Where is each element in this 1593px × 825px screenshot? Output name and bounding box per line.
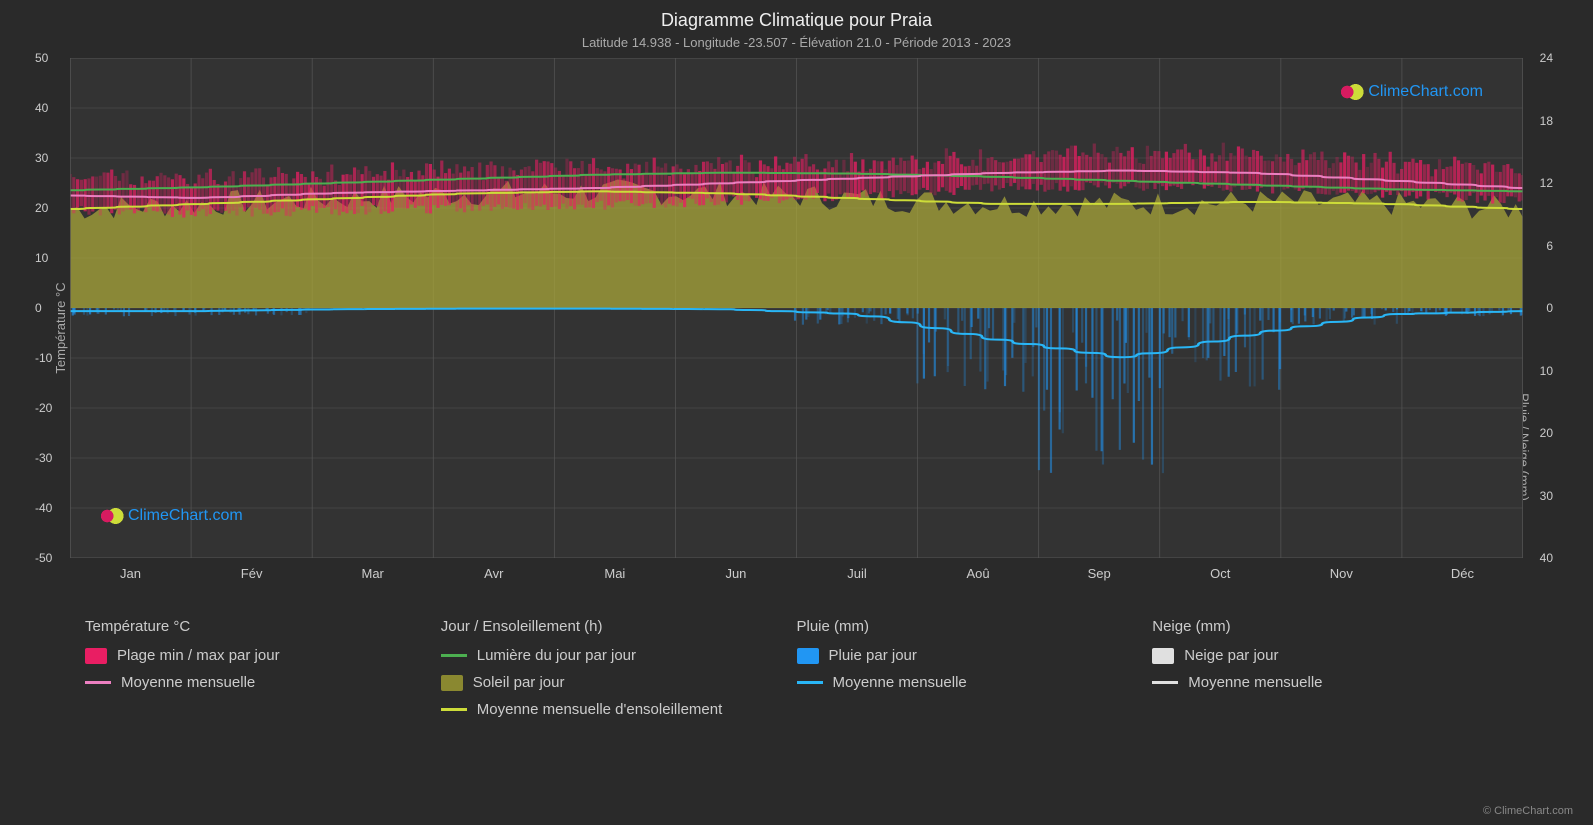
- legend-column: Jour / Ensoleillement (h) Lumière du jour…: [441, 618, 797, 728]
- legend-line-icon: [1152, 681, 1178, 684]
- y-left-tick: -10: [35, 351, 52, 365]
- legend-line-icon: [441, 708, 467, 711]
- legend-column: Pluie (mm) Pluie par jour Moyenne mensuell…: [797, 618, 1153, 728]
- y-right-tick: 20: [1540, 426, 1553, 440]
- y-left-tick: 0: [35, 301, 42, 315]
- plot-area: [70, 58, 1523, 558]
- y-left-tick: -20: [35, 401, 52, 415]
- y-left-tick: 30: [35, 151, 48, 165]
- legend-item-label: Moyenne mensuelle: [833, 674, 967, 691]
- y-right-tick: 24: [1540, 51, 1553, 65]
- legend-item-label: Plage min / max par jour: [117, 647, 280, 664]
- y-left-tick: -30: [35, 451, 52, 465]
- y-left-tick: -40: [35, 501, 52, 515]
- legend-item: Soleil par jour: [441, 674, 797, 691]
- legend-item: Plage min / max par jour: [85, 647, 441, 664]
- x-tick: Mai: [554, 558, 675, 598]
- legend-column: Neige (mm) Neige par jour Moyenne mensuell…: [1152, 618, 1508, 728]
- legend-item-label: Pluie par jour: [829, 647, 917, 664]
- x-tick: Avr: [433, 558, 554, 598]
- watermark-bottom: ClimeChart.com: [100, 504, 243, 528]
- legend-column-title: Température °C: [85, 618, 441, 635]
- y-left-tick: 40: [35, 101, 48, 115]
- x-tick: Juil: [796, 558, 917, 598]
- legend-item-label: Neige par jour: [1184, 647, 1278, 664]
- legend-item-label: Soleil par jour: [473, 674, 565, 691]
- climechart-logo-icon: [100, 504, 124, 528]
- x-tick: Mar: [312, 558, 433, 598]
- y-right-tick: 0: [1546, 301, 1553, 315]
- legend-item-label: Moyenne mensuelle d'ensoleillement: [477, 701, 723, 718]
- x-tick: Sep: [1039, 558, 1160, 598]
- y-left-tick: 20: [35, 201, 48, 215]
- legend-column-title: Jour / Ensoleillement (h): [441, 618, 797, 635]
- y-axis-left-label: Température °C: [53, 282, 68, 373]
- chart-title: Diagramme Climatique pour Praia: [0, 10, 1593, 31]
- copyright-text: © ClimeChart.com: [1483, 805, 1573, 817]
- y-right-tick: 6: [1546, 239, 1553, 253]
- legend-line-icon: [797, 681, 823, 684]
- legend-swatch-icon: [85, 648, 107, 664]
- legend-item: Lumière du jour par jour: [441, 647, 797, 664]
- x-tick: Aoû: [918, 558, 1039, 598]
- legend-swatch-icon: [797, 648, 819, 664]
- y-left-tick: 50: [35, 51, 48, 65]
- legend-line-icon: [441, 654, 467, 657]
- watermark-top: ClimeChart.com: [1340, 80, 1483, 104]
- x-tick: Oct: [1160, 558, 1281, 598]
- x-tick: Nov: [1281, 558, 1402, 598]
- legend-item: Neige par jour: [1152, 647, 1508, 664]
- x-tick: Jun: [675, 558, 796, 598]
- legend-item: Moyenne mensuelle: [1152, 674, 1508, 691]
- legend: Température °C Plage min / max par jour Mo…: [85, 618, 1508, 728]
- y-left-tick: -50: [35, 551, 52, 565]
- watermark-text: ClimeChart.com: [128, 507, 243, 525]
- legend-swatch-icon: [1152, 648, 1174, 664]
- y-right-tick: 30: [1540, 489, 1553, 503]
- climechart-logo-icon: [1340, 80, 1364, 104]
- legend-item-label: Moyenne mensuelle: [121, 674, 255, 691]
- chart-subtitle: Latitude 14.938 - Longitude -23.507 - Él…: [0, 35, 1593, 50]
- legend-item: Moyenne mensuelle: [797, 674, 1153, 691]
- legend-column: Température °C Plage min / max par jour Mo…: [85, 618, 441, 728]
- x-axis-ticks: JanFévMarAvrMaiJunJuilAoûSepOctNovDéc: [70, 558, 1523, 598]
- y-left-tick: 10: [35, 251, 48, 265]
- watermark-text: ClimeChart.com: [1368, 83, 1483, 101]
- legend-swatch-icon: [441, 675, 463, 691]
- legend-item: Moyenne mensuelle: [85, 674, 441, 691]
- y-right-tick: 18: [1540, 114, 1553, 128]
- x-tick: Fév: [191, 558, 312, 598]
- x-tick: Déc: [1402, 558, 1523, 598]
- legend-item: Pluie par jour: [797, 647, 1153, 664]
- legend-line-icon: [85, 681, 111, 684]
- legend-column-title: Pluie (mm): [797, 618, 1153, 635]
- y-right-tick: 40: [1540, 551, 1553, 565]
- climate-chart-container: Diagramme Climatique pour Praia Latitude…: [0, 0, 1593, 825]
- y-right-tick: 10: [1540, 364, 1553, 378]
- chart-area: Température °C Jour / Ensoleillement (h)…: [70, 58, 1523, 598]
- legend-item-label: Moyenne mensuelle: [1188, 674, 1322, 691]
- legend-item: Moyenne mensuelle d'ensoleillement: [441, 701, 797, 718]
- legend-column-title: Neige (mm): [1152, 618, 1508, 635]
- legend-item-label: Lumière du jour par jour: [477, 647, 636, 664]
- y-right-tick: 12: [1540, 176, 1553, 190]
- x-tick: Jan: [70, 558, 191, 598]
